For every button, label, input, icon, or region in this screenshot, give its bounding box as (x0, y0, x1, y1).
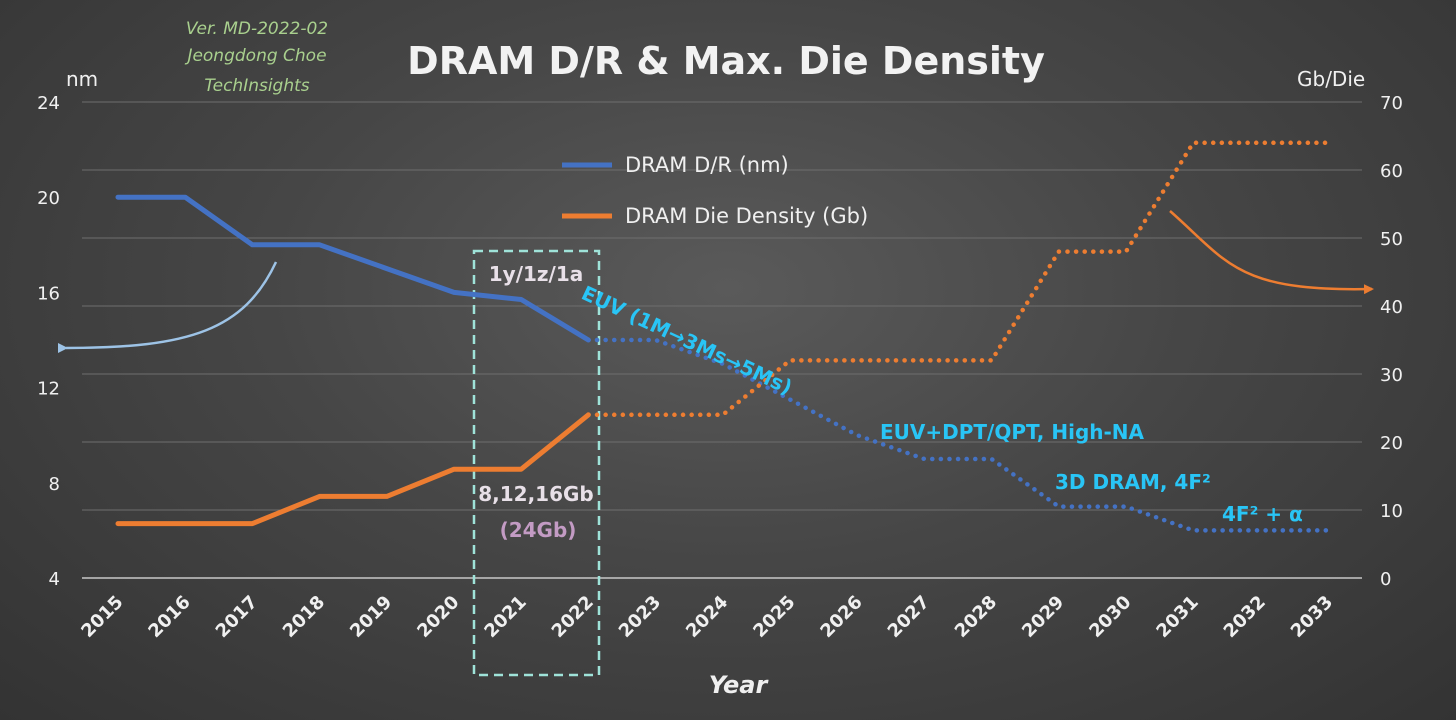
x-tick-label: 2031 (1152, 592, 1202, 642)
x-tick-label: 2018 (279, 592, 329, 642)
x-axis-label: Year (709, 671, 770, 699)
right-y-tick-label: 20 (1380, 433, 1403, 454)
right-y-tick-label: 10 (1380, 501, 1403, 522)
series-dr-solid (115, 194, 591, 343)
x-tick-label: 2019 (346, 592, 396, 642)
box-label-nodes: 1y/1z/1a (489, 262, 584, 286)
left-y-tick-label: 16 (37, 283, 60, 304)
x-tick-label: 2016 (144, 592, 194, 642)
left-axis-unit: nm (66, 67, 98, 91)
left-y-tick-label: 20 (37, 188, 60, 209)
annotation-4f2-alpha: 4F² + α (1222, 502, 1303, 526)
left-y-ticks: 4 8 12 16 20 24 (37, 93, 60, 590)
x-tick-label: 2026 (816, 592, 866, 642)
right-y-tick-label: 0 (1380, 569, 1391, 590)
right-y-tick-label: 70 (1380, 93, 1403, 114)
x-tick-label: 2024 (682, 592, 732, 642)
x-ticks: 2015 2016 2017 2018 2019 2020 2021 2022 2023 2024… (77, 592, 1337, 642)
right-y-tick-label: 30 (1380, 365, 1403, 386)
left-y-tick-label: 24 (37, 93, 60, 114)
series-density-solid (115, 412, 591, 527)
right-axis-pointer-arrow (1169, 210, 1374, 295)
series-density-projected (586, 140, 1330, 418)
right-y-tick-label: 40 (1380, 297, 1403, 318)
annotation-euv-dpt: EUV+DPT/QPT, High-NA (880, 420, 1145, 444)
legend-label-density: DRAM Die Density (Gb) (625, 204, 868, 228)
x-tick-label: 2020 (413, 592, 463, 642)
x-tick-label: 2015 (77, 592, 127, 642)
annotation-euv: EUV (1M→3Ms→5Ms) (578, 281, 796, 400)
left-y-tick-label: 12 (37, 379, 60, 400)
x-tick-label: 2023 (615, 592, 665, 642)
highlight-box (472, 249, 601, 677)
x-tick-label: 2029 (1018, 592, 1068, 642)
right-y-ticks: 0 10 20 30 40 50 60 70 (1380, 93, 1403, 590)
right-y-tick-label: 50 (1380, 229, 1403, 250)
legend: DRAM D/R (nm) DRAM Die Density (Gb) (562, 153, 868, 228)
x-tick-label: 2025 (749, 592, 799, 642)
gridlines (82, 101, 1362, 579)
chart-title: DRAM D/R & Max. Die Density (407, 39, 1045, 83)
x-tick-label: 2021 (480, 592, 530, 642)
version-note-1: Ver. MD-2022-02 (186, 19, 328, 39)
legend-label-dr: DRAM D/R (nm) (625, 153, 789, 177)
annotation-3d-dram: 3D DRAM, 4F² (1055, 470, 1211, 494)
x-tick-label: 2022 (548, 592, 598, 642)
version-note-3: TechInsights (204, 76, 309, 96)
x-tick-label: 2033 (1287, 592, 1337, 642)
box-label-density-sub: (24Gb) (500, 518, 577, 542)
left-y-tick-label: 4 (49, 569, 60, 590)
series-lines (115, 140, 1330, 533)
box-label-density: 8,12,16Gb (478, 482, 594, 506)
left-y-tick-label: 8 (49, 474, 60, 495)
series-dr-projected (586, 337, 1330, 533)
x-tick-label: 2017 (212, 592, 262, 642)
version-note-2: Jeongdong Choe (184, 46, 326, 66)
x-tick-label: 2028 (951, 592, 1001, 642)
right-axis-unit: Gb/Die (1297, 67, 1365, 91)
x-tick-label: 2027 (884, 592, 934, 642)
x-tick-label: 2030 (1085, 592, 1135, 642)
right-y-tick-label: 60 (1380, 161, 1403, 182)
x-tick-label: 2032 (1220, 592, 1270, 642)
left-axis-pointer-arrow (57, 261, 278, 354)
